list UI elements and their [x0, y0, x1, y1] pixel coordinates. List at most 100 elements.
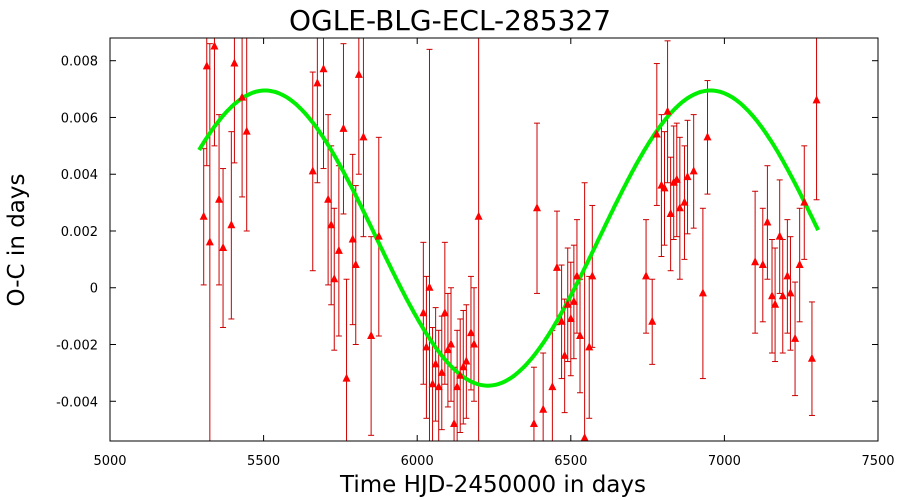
data-point — [672, 174, 681, 183]
data-point — [437, 367, 446, 376]
data-point — [230, 58, 239, 67]
plot-frame — [109, 37, 879, 442]
data-point — [319, 64, 328, 73]
data-point — [474, 211, 483, 220]
data-point — [795, 260, 804, 269]
y-axis-label: O-C in days — [4, 174, 30, 307]
data-point — [453, 382, 462, 391]
data-point — [642, 271, 651, 280]
data-point — [703, 132, 712, 141]
data-point — [560, 350, 569, 359]
x-tick-label: 5500 — [247, 454, 280, 469]
data-point — [663, 106, 672, 115]
data-point — [205, 237, 214, 246]
data-point — [557, 316, 566, 325]
data-point — [680, 197, 689, 206]
data-point — [666, 208, 675, 217]
data-point — [758, 260, 767, 269]
x-tick-label: 7500 — [861, 454, 894, 469]
data-point — [783, 271, 792, 280]
data-point — [683, 172, 692, 181]
data-point — [552, 262, 561, 271]
data-point — [456, 370, 465, 379]
data-point — [450, 418, 459, 427]
data-point — [807, 353, 816, 362]
y-tick-label: 0.006 — [61, 111, 98, 126]
data-point — [440, 308, 449, 317]
data-point — [648, 316, 657, 325]
data-point — [675, 203, 684, 212]
data-point — [698, 288, 707, 297]
data-point — [428, 379, 437, 388]
data-point — [778, 291, 787, 300]
data-point — [339, 123, 348, 132]
data-point — [585, 342, 594, 351]
data-point — [367, 330, 376, 339]
y-tick-label: 0.008 — [61, 55, 98, 70]
data-point — [434, 382, 443, 391]
data-point — [566, 313, 575, 322]
data-point — [330, 274, 339, 283]
y-tick-label: 0.004 — [61, 168, 98, 183]
data-point — [689, 166, 698, 175]
plot-area — [197, 38, 821, 442]
data-point — [446, 339, 455, 348]
fit-curve — [197, 88, 820, 388]
data-point — [419, 308, 428, 317]
data-point — [775, 231, 784, 240]
data-point — [348, 234, 357, 243]
data-point — [563, 299, 572, 308]
data-point — [572, 271, 581, 280]
data-point — [210, 41, 219, 50]
y-axis-ticks: -0.004 -0.002 0 0.002 0.004 0.006 0.008 — [56, 55, 878, 410]
data-point — [548, 382, 557, 391]
data-point — [529, 418, 538, 427]
data-point — [354, 69, 363, 78]
data-point — [215, 194, 224, 203]
y-tick-label: -0.002 — [56, 339, 98, 354]
data-point — [533, 203, 542, 212]
data-point — [202, 61, 211, 70]
data-point — [308, 166, 317, 175]
x-axis-ticks: 5000 5500 6000 6500 7000 7500 — [93, 38, 895, 469]
data-point — [443, 345, 452, 354]
data-point — [327, 220, 336, 229]
data-point — [238, 92, 247, 101]
data-point — [359, 132, 368, 141]
data-point — [660, 183, 669, 192]
data-point — [459, 362, 468, 371]
data-point — [462, 356, 471, 365]
x-axis-label: Time HJD-2450000 in days — [339, 472, 646, 498]
data-point — [539, 404, 548, 413]
data-point — [569, 296, 578, 305]
y-tick-label: 0.002 — [61, 225, 98, 240]
data-point — [791, 333, 800, 342]
y-tick-label: -0.004 — [56, 395, 98, 410]
data-point — [771, 299, 780, 308]
data-point — [422, 342, 431, 351]
data-point — [342, 373, 351, 382]
data-point — [763, 217, 772, 226]
data-point — [786, 288, 795, 297]
data-point — [334, 245, 343, 254]
x-tick-label: 6000 — [401, 454, 434, 469]
data-point — [351, 260, 360, 269]
y-tick-label: 0 — [90, 282, 98, 297]
data-point — [374, 231, 383, 240]
data-point — [227, 220, 236, 229]
chart-title: OGLE-BLG-ECL-285327 — [289, 4, 611, 37]
data-point — [466, 328, 475, 337]
data-point — [219, 243, 228, 252]
data-point — [768, 291, 777, 300]
data-point — [242, 126, 251, 135]
data-point — [576, 330, 585, 339]
data-point — [751, 257, 760, 266]
data-point — [470, 339, 479, 348]
data-point — [652, 129, 661, 138]
data-point — [324, 194, 333, 203]
data-point — [588, 271, 597, 280]
x-tick-label: 7000 — [708, 454, 741, 469]
data-point — [199, 211, 208, 220]
